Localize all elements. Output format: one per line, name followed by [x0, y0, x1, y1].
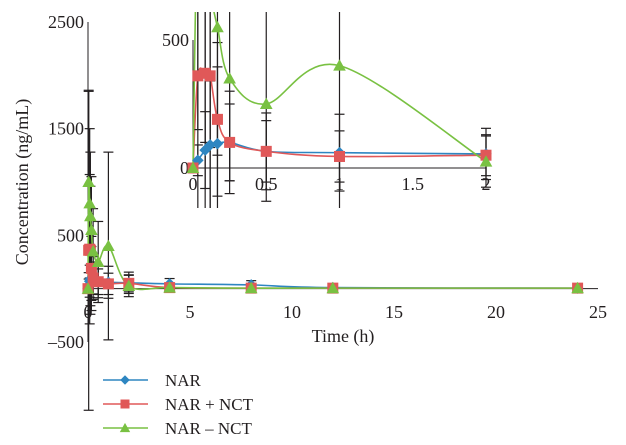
series-2-point — [260, 145, 272, 157]
series-2-point — [102, 278, 114, 290]
series-3-point — [571, 281, 584, 294]
series-1-point — [192, 154, 204, 167]
series-3-point — [223, 72, 236, 84]
series-1-point — [204, 139, 216, 151]
inset-y-tick-label: 500 — [162, 30, 189, 50]
series-2-point — [224, 136, 236, 148]
legend-label: NAR – NCT — [165, 419, 253, 438]
series-2-point — [192, 70, 204, 82]
legend-item: NAR + NCT — [103, 395, 254, 414]
legend-marker — [120, 399, 130, 409]
series-3-point — [91, 255, 105, 268]
series-3-point — [163, 281, 176, 293]
series-3-point — [81, 282, 95, 294]
x-axis-title: Time (h) — [312, 326, 375, 347]
legend-label: NAR — [165, 371, 202, 390]
series-3-point — [211, 20, 224, 33]
inset-x-tick-label: 0 — [189, 174, 198, 194]
legend-item: NAR — [103, 371, 202, 390]
main-x-tick-label: 15 — [385, 302, 403, 322]
inset-y-tick-label: 0 — [180, 158, 189, 178]
inset-x-tick-label: 1.5 — [402, 174, 425, 194]
series-3-point — [85, 223, 98, 236]
main-x-tick-label: 0 — [84, 302, 93, 322]
series-3-point — [259, 97, 273, 110]
main-y-tick-label: 2500 — [48, 12, 84, 32]
series-2-point — [204, 70, 216, 82]
legend: NAR NAR + NCT NAR – NCT — [103, 371, 254, 438]
series-3-point — [186, 161, 200, 174]
series-3-point — [83, 197, 97, 209]
main-y-tick-label: –500 — [47, 332, 84, 352]
series-2-point — [480, 149, 492, 161]
series-3-point — [102, 239, 115, 252]
series-3-point — [82, 175, 95, 188]
series-3-point — [479, 155, 493, 167]
legend-label: NAR + NCT — [165, 395, 254, 414]
series-2-point — [92, 276, 104, 288]
y-axis-title: Concentration (ng/mL) — [12, 99, 33, 265]
series-2-point — [334, 150, 345, 162]
main-x-tick-label: 10 — [283, 302, 301, 322]
series-3-point — [86, 245, 100, 257]
series-3-point — [326, 281, 340, 294]
series-3-point — [333, 59, 346, 71]
main-x-tick-label: 20 — [487, 302, 505, 322]
inset-plot-area — [186, 12, 493, 208]
main-plot: –500 500 1500 2500 0 5 10 15 20 25 Concentration (… — [12, 12, 607, 411]
series-2-point — [211, 113, 223, 125]
main-x-tick-label: 5 — [186, 302, 195, 322]
series-3-point — [122, 279, 136, 292]
series-1-point — [211, 137, 224, 150]
series-1-point — [199, 144, 211, 156]
series-2-point — [85, 262, 97, 274]
main-x-tick-label: 25 — [589, 302, 607, 322]
series-3-point — [244, 281, 258, 294]
legend-marker — [119, 422, 131, 433]
legend-marker — [120, 375, 130, 385]
main-y-tick-label: 500 — [57, 225, 84, 245]
series-3-point — [84, 209, 97, 222]
series-line-3 — [87, 177, 578, 291]
legend-item: NAR – NCT — [103, 419, 253, 438]
main-y-tick-label: 1500 — [48, 119, 84, 139]
